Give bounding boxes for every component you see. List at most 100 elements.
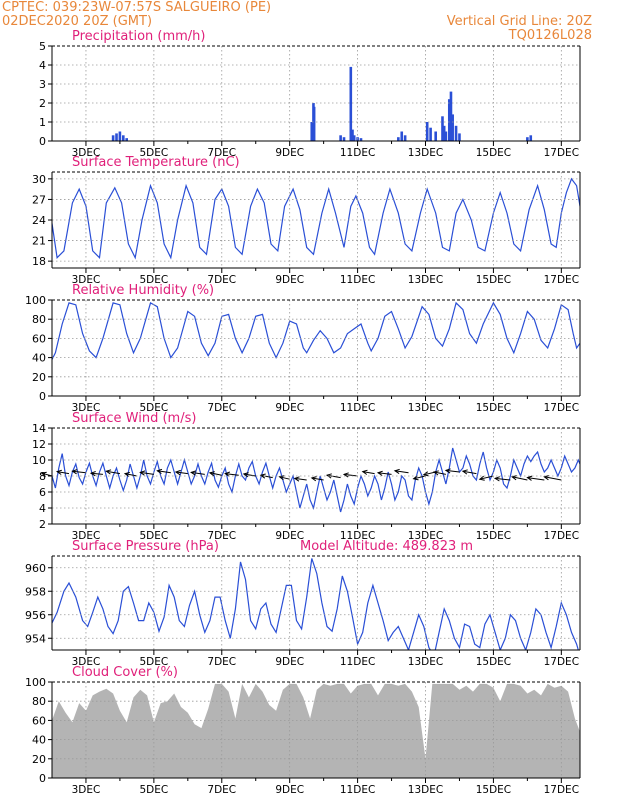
temp-title: Surface Temperature (nC) bbox=[72, 155, 240, 170]
precip-title: Precipitation (mm/h) bbox=[72, 29, 206, 44]
xtick-label-5-7: 17DEC bbox=[544, 784, 579, 796]
ytick-label-3-0: 2 bbox=[39, 518, 46, 531]
wind-arrowhead-16 bbox=[310, 476, 317, 482]
wind-arrowhead-9 bbox=[190, 470, 197, 476]
precip-bar-23 bbox=[444, 131, 448, 141]
xtick-label-4-1: 5DEC bbox=[139, 656, 168, 668]
wind-vector-15 bbox=[294, 477, 307, 481]
precip-bar-24 bbox=[447, 99, 451, 141]
xtick-label-0-3: 9DEC bbox=[275, 147, 304, 159]
series-line-1 bbox=[52, 177, 580, 260]
precip-bar-19 bbox=[429, 127, 432, 141]
wind-arrowhead-15 bbox=[293, 476, 300, 482]
ytick-label-5-5: 100 bbox=[25, 676, 46, 689]
xtick-label-1-3: 9DEC bbox=[275, 274, 304, 286]
xtick-label-3-2: 7DEC bbox=[207, 530, 236, 542]
ytick-label-1-3: 27 bbox=[32, 193, 46, 206]
model-altitude: Model Altitude: 489.823 m bbox=[300, 539, 474, 554]
header-location: CPTEC: 039:23W-07:57S SALGUEIRO (PE) bbox=[2, 0, 272, 15]
wind-vector-3 bbox=[90, 472, 103, 475]
xtick-label-5-1: 5DEC bbox=[139, 784, 168, 796]
xtick-label-2-1: 5DEC bbox=[139, 402, 168, 414]
series-line-3 bbox=[52, 447, 580, 513]
xtick-label-4-5: 13DEC bbox=[408, 656, 443, 668]
xtick-label-3-3: 9DEC bbox=[275, 530, 304, 542]
xtick-label-0-0: 3DEC bbox=[72, 147, 101, 159]
wind-arrowhead-18 bbox=[342, 472, 349, 478]
precip-bar-7 bbox=[312, 106, 316, 141]
wind-arrowhead-29 bbox=[510, 475, 518, 481]
wind-vector-11 bbox=[225, 473, 239, 476]
pressure-title: Surface Pressure (hPa) bbox=[72, 539, 219, 554]
wind-arrowhead-2 bbox=[71, 469, 78, 475]
wind-vector-22 bbox=[413, 475, 426, 480]
wind-arrowhead-6 bbox=[139, 470, 146, 476]
wind-arrowhead-7 bbox=[156, 468, 163, 475]
wind-vector-25 bbox=[445, 469, 460, 473]
wind-vector-20 bbox=[377, 472, 392, 475]
precip-bar-1 bbox=[115, 133, 118, 141]
wind-vector-2 bbox=[72, 470, 87, 474]
wind-arrowhead-0 bbox=[40, 471, 47, 477]
ytick-label-2-2: 40 bbox=[32, 352, 46, 365]
wind-vector-24 bbox=[433, 471, 446, 475]
header-grid-line: Vertical Grid Line: 20Z bbox=[446, 14, 592, 29]
ytick-label-3-6: 14 bbox=[32, 422, 46, 435]
wind-arrowhead-23 bbox=[422, 471, 429, 477]
ytick-label-3-1: 4 bbox=[39, 502, 46, 515]
precip-bar-3 bbox=[122, 135, 125, 141]
ytick-label-0-4: 4 bbox=[39, 59, 46, 72]
ytick-label-4-1: 956 bbox=[25, 609, 46, 622]
xtick-label-1-0: 3DEC bbox=[72, 274, 101, 286]
wind-arrowhead-19 bbox=[361, 469, 368, 475]
wind-vector-4 bbox=[106, 470, 120, 475]
xtick-label-2-3: 9DEC bbox=[275, 402, 304, 414]
ytick-label-2-5: 100 bbox=[25, 294, 46, 307]
precip-bar-5 bbox=[310, 122, 314, 141]
ytick-label-1-1: 21 bbox=[32, 235, 46, 248]
xtick-label-5-6: 15DEC bbox=[476, 784, 511, 796]
xtick-label-0-5: 13DEC bbox=[408, 147, 443, 159]
ytick-label-5-1: 20 bbox=[32, 753, 46, 766]
wind-vector-31 bbox=[544, 476, 562, 481]
wind-arrowhead-22 bbox=[412, 475, 419, 481]
precip-bar-12 bbox=[352, 135, 356, 141]
wind-vector-27 bbox=[479, 475, 494, 480]
wind-vector-1 bbox=[57, 471, 70, 475]
precip-bar-18 bbox=[425, 122, 429, 141]
wind-arrowhead-10 bbox=[208, 471, 215, 477]
xtick-label-0-1: 5DEC bbox=[139, 147, 168, 159]
wind-arrowhead-25 bbox=[444, 468, 451, 474]
wind-arrowhead-11 bbox=[224, 471, 231, 477]
wind-title: Surface Wind (m/s) bbox=[72, 411, 197, 426]
wind-arrowhead-26 bbox=[461, 469, 468, 475]
wind-vector-19 bbox=[362, 471, 375, 475]
precip-bar-25 bbox=[449, 91, 453, 141]
xtick-label-4-0: 3DEC bbox=[72, 656, 101, 668]
xtick-label-1-1: 5DEC bbox=[139, 274, 168, 286]
precip-bar-27 bbox=[454, 125, 458, 141]
wind-arrowhead-28 bbox=[493, 476, 500, 482]
xtick-label-3-5: 13DEC bbox=[408, 530, 443, 542]
ytick-label-5-0: 0 bbox=[39, 772, 46, 785]
precip-bar-10 bbox=[349, 66, 353, 141]
precip-bar-26 bbox=[451, 114, 454, 141]
precip-bar-17 bbox=[403, 135, 407, 141]
wind-arrowhead-30 bbox=[526, 475, 533, 481]
precip-bar-14 bbox=[359, 138, 363, 141]
xtick-label-0-4: 11DEC bbox=[340, 147, 375, 159]
xtick-label-1-2: 7DEC bbox=[207, 274, 236, 286]
xtick-label-2-0: 3DEC bbox=[72, 402, 101, 414]
wind-vector-18 bbox=[343, 473, 358, 477]
wind-vector-8 bbox=[175, 471, 188, 475]
xtick-label-1-5: 13DEC bbox=[408, 274, 443, 286]
ytick-label-4-3: 960 bbox=[25, 562, 46, 575]
header-run-time: 02DEC2020 20Z (GMT) bbox=[2, 14, 153, 29]
wind-arrowhead-5 bbox=[123, 471, 130, 477]
precip-bar-22 bbox=[442, 125, 446, 141]
wind-vector-28 bbox=[495, 477, 511, 481]
ytick-label-3-3: 8 bbox=[39, 470, 46, 483]
wind-arrowhead-13 bbox=[259, 473, 266, 479]
precip-bar-16 bbox=[400, 131, 404, 141]
cloud-title: Cloud Cover (%) bbox=[72, 665, 178, 680]
